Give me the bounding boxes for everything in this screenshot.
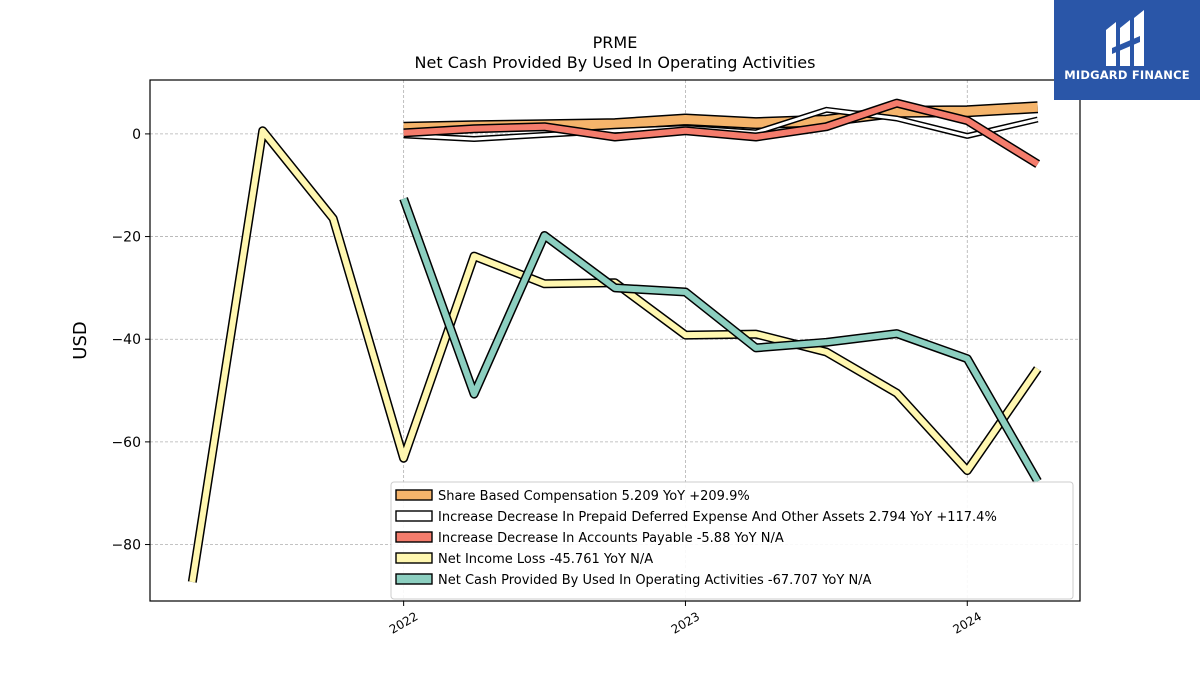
x-tick-label: 2023 [669,609,702,636]
y-tick-label: −40 [111,332,141,348]
legend-entry: Net Income Loss -45.761 YoY N/A [438,552,653,567]
legend-swatch [395,573,433,585]
chart-subtitle: Net Cash Provided By Used In Operating A… [415,53,816,72]
x-tick-label: 2022 [387,609,420,636]
x-tick-label: 2024 [951,609,984,636]
y-tick-label: −80 [111,538,141,554]
series-line-4 [400,197,1041,483]
legend-swatch [395,510,433,522]
legend-entry: Increase Decrease In Prepaid Deferred Ex… [438,510,997,525]
series-line-2 [403,100,1040,167]
legend-entry: Net Cash Provided By Used In Operating A… [438,573,872,588]
y-axis: 0 −20 −40 −60 −80 [111,127,150,554]
legend-entry: Increase Decrease In Accounts Payable -5… [438,531,784,546]
plot-frame [149,79,1081,602]
legend: Share Based Compensation 5.209 YoY +209.… [390,481,1074,600]
y-tick-label: −60 [111,435,141,451]
legend-swatch [395,552,433,564]
legend-swatch [395,531,433,543]
y-axis-label: USD [70,321,91,359]
midgard-finance-logo: MIDGARD FINANCE [1054,0,1200,100]
logo-text: MIDGARD FINANCE [1064,68,1190,82]
legend-entry: Share Based Compensation 5.209 YoY +209.… [438,489,750,504]
legend-swatch [395,489,433,501]
chart-title: PRME [593,33,638,52]
y-tick-label: −20 [111,230,141,246]
midgard-logo-icon [1106,10,1144,66]
series-layer [187,98,1042,583]
y-tick-label: 0 [132,127,141,143]
x-axis: 2022 2023 2024 [387,601,984,637]
legend-box [390,481,1074,600]
